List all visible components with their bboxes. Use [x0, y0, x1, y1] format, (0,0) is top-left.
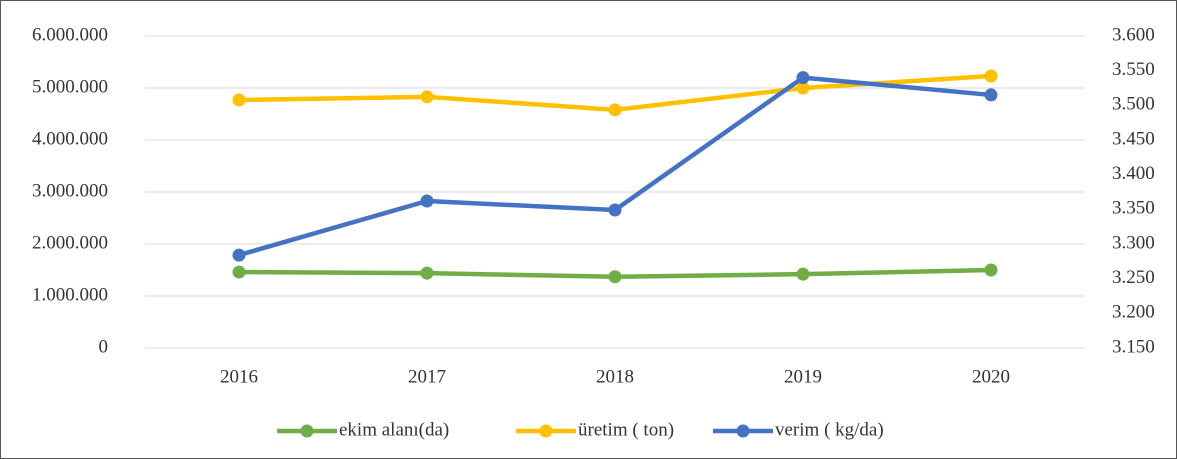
x-tick-label: 2016	[220, 366, 258, 387]
data-point	[984, 263, 998, 277]
y2-tick-label: 3.300	[1112, 232, 1155, 253]
y-tick-label: 1.000.000	[32, 284, 108, 305]
data-point	[420, 194, 434, 208]
legend-marker	[736, 424, 750, 438]
y2-tick-label: 3.200	[1112, 302, 1155, 323]
y2-tick-label: 3.500	[1112, 94, 1155, 115]
y-tick-label: 5.000.000	[32, 76, 108, 97]
y-tick-label: 0	[99, 336, 109, 357]
x-tick-label: 2017	[408, 366, 446, 387]
y-tick-label: 6.000.000	[32, 24, 108, 45]
data-point	[232, 265, 246, 279]
data-point	[420, 266, 434, 280]
data-point	[232, 93, 246, 107]
legend-marker	[300, 424, 314, 438]
data-point	[796, 81, 810, 95]
y2-tick-label: 3.400	[1112, 163, 1155, 184]
data-point	[796, 267, 810, 281]
legend-marker	[539, 424, 553, 438]
y2-tick-label: 3.350	[1112, 198, 1155, 219]
legend-label: üretim ( ton)	[578, 419, 674, 440]
data-point	[984, 88, 998, 102]
y-tick-label: 3.000.000	[32, 180, 108, 201]
x-tick-label: 2018	[596, 366, 634, 387]
legend-label: verim ( kg/da)	[775, 419, 884, 440]
data-point	[984, 69, 998, 83]
x-tick-label: 2019	[784, 366, 822, 387]
data-point	[608, 270, 622, 284]
y-tick-label: 4.000.000	[32, 128, 108, 149]
y2-tick-label: 3.600	[1112, 24, 1155, 45]
data-point	[420, 90, 434, 104]
y-tick-label: 2.000.000	[32, 232, 108, 253]
y2-tick-label: 3.550	[1112, 59, 1155, 80]
data-point	[232, 248, 246, 262]
y2-tick-label: 3.450	[1112, 128, 1155, 149]
data-point	[796, 71, 810, 85]
legend-label: ekim alanı(da)	[339, 419, 449, 440]
data-point	[608, 103, 622, 117]
x-tick-label: 2020	[972, 366, 1010, 387]
y2-tick-label: 3.150	[1112, 336, 1155, 357]
y2-tick-label: 3.250	[1112, 267, 1155, 288]
data-point	[608, 203, 622, 217]
